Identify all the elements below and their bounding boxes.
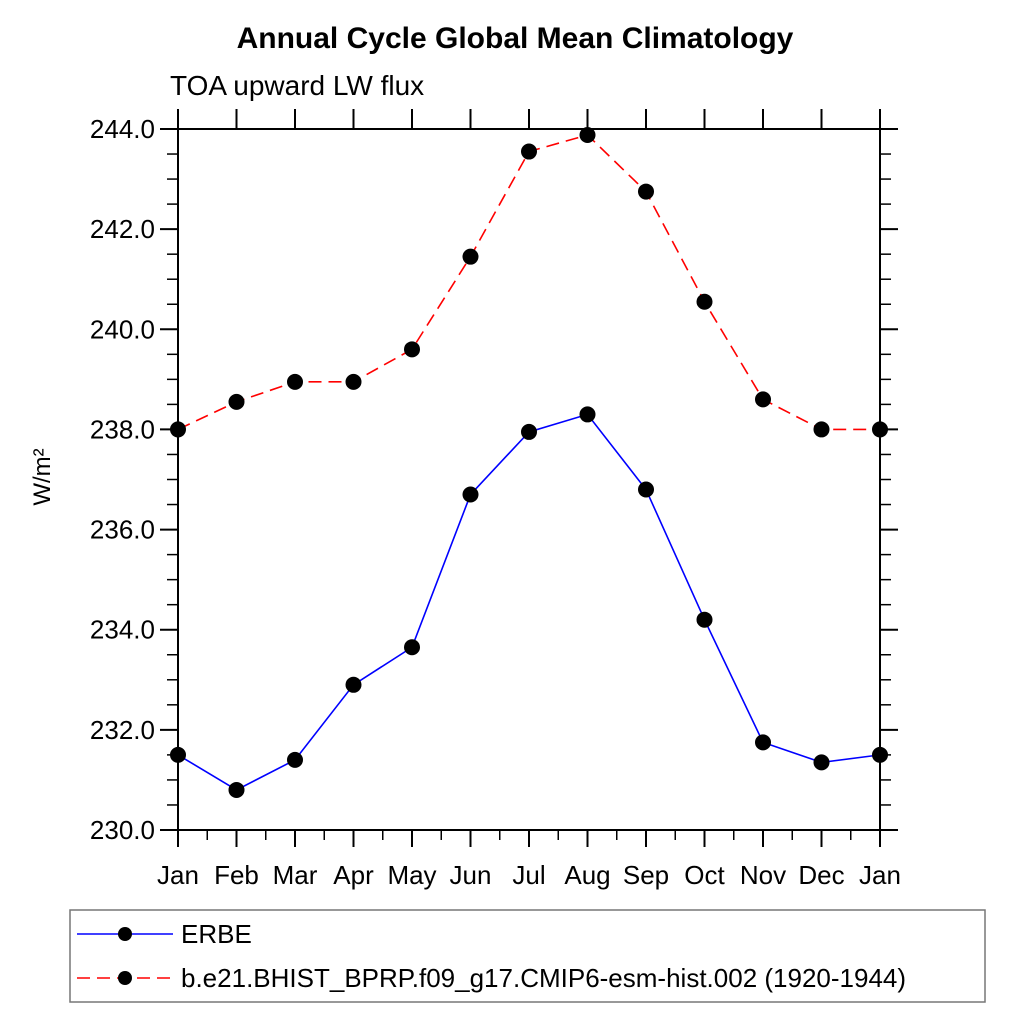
data-point-series-0 <box>872 746 888 763</box>
data-point-series-0 <box>521 423 537 440</box>
y-axis-label: W/m² <box>29 448 56 505</box>
x-tick-labels: Jan Feb Mar Apr May Jun Jul Aug Sep Oct Nov Dec Jan <box>157 860 901 890</box>
x-tick-label: Jul <box>512 860 545 890</box>
y-tick-labels: 230.0 232.0 234.0 236.0 238.0 240.0 242.0 244.0 <box>90 114 155 845</box>
data-point-series-1 <box>872 421 888 438</box>
legend-label-model: b.e21.BHIST_BPRP.f09_g17.CMIP6-esm-hist.… <box>181 963 906 993</box>
data-point-series-0 <box>345 676 362 693</box>
data-point-series-0 <box>404 639 420 656</box>
series-markers <box>170 127 888 798</box>
x-tick-label: Jan <box>157 860 199 890</box>
data-point-series-0 <box>813 754 830 771</box>
data-point-series-1 <box>696 293 713 310</box>
data-point-series-1 <box>170 421 186 438</box>
data-point-series-1 <box>462 248 479 265</box>
x-tick-label: Apr <box>333 860 374 890</box>
data-point-series-1 <box>755 391 771 408</box>
data-point-series-1 <box>638 183 654 200</box>
y-tick-label: 230.0 <box>90 815 155 845</box>
data-point-series-0 <box>170 746 186 763</box>
x-tick-label: Dec <box>798 860 844 890</box>
y-tick-label: 236.0 <box>90 515 155 545</box>
data-point-series-0 <box>696 611 713 628</box>
y-tick-label: 242.0 <box>90 214 155 244</box>
legend-marker-erbe-icon <box>118 927 132 941</box>
y-tick-label: 232.0 <box>90 715 155 745</box>
y-tick-label: 244.0 <box>90 114 155 144</box>
x-tick-label: May <box>387 860 436 890</box>
data-point-series-0 <box>638 481 654 498</box>
series-lines <box>177 134 881 791</box>
data-point-series-0 <box>287 751 303 768</box>
data-point-series-1 <box>345 373 362 390</box>
legend-marker-model-icon <box>118 971 132 985</box>
data-point-series-1 <box>579 127 596 144</box>
series-line-0 <box>177 413 881 791</box>
data-point-series-1 <box>404 341 420 358</box>
data-point-series-0 <box>579 406 596 423</box>
x-tick-label: Oct <box>684 860 725 890</box>
x-tick-label: Aug <box>564 860 610 890</box>
x-tick-label: Jun <box>450 860 492 890</box>
data-point-series-1 <box>228 393 245 410</box>
chart-title: Annual Cycle Global Mean Climatology <box>237 22 794 55</box>
chart-subtitle: TOA upward LW flux <box>170 70 424 101</box>
x-tick-label: Nov <box>740 860 786 890</box>
data-point-series-0 <box>228 781 245 798</box>
legend-label-erbe: ERBE <box>181 919 252 949</box>
data-point-series-1 <box>287 373 303 390</box>
x-tick-label: Jan <box>859 860 901 890</box>
legend-item-erbe: ERBE <box>77 919 252 949</box>
x-tick-label: Feb <box>214 860 259 890</box>
legend-item-model: b.e21.BHIST_BPRP.f09_g17.CMIP6-esm-hist.… <box>77 963 906 993</box>
legend-box <box>69 909 986 1003</box>
series-line-1 <box>177 134 880 431</box>
data-point-series-1 <box>813 421 830 438</box>
data-point-series-0 <box>462 486 479 503</box>
axes-frame <box>160 109 898 847</box>
x-tick-label: Mar <box>273 860 318 890</box>
legend: ERBE b.e21.BHIST_BPRP.f09_g17.CMIP6-esm-… <box>69 909 986 1003</box>
y-tick-label: 234.0 <box>90 615 155 645</box>
y-tick-label: 240.0 <box>90 314 155 344</box>
data-point-series-0 <box>755 734 771 751</box>
x-tick-label: Sep <box>623 860 669 890</box>
y-tick-label: 238.0 <box>90 414 155 444</box>
data-point-series-1 <box>521 143 537 160</box>
